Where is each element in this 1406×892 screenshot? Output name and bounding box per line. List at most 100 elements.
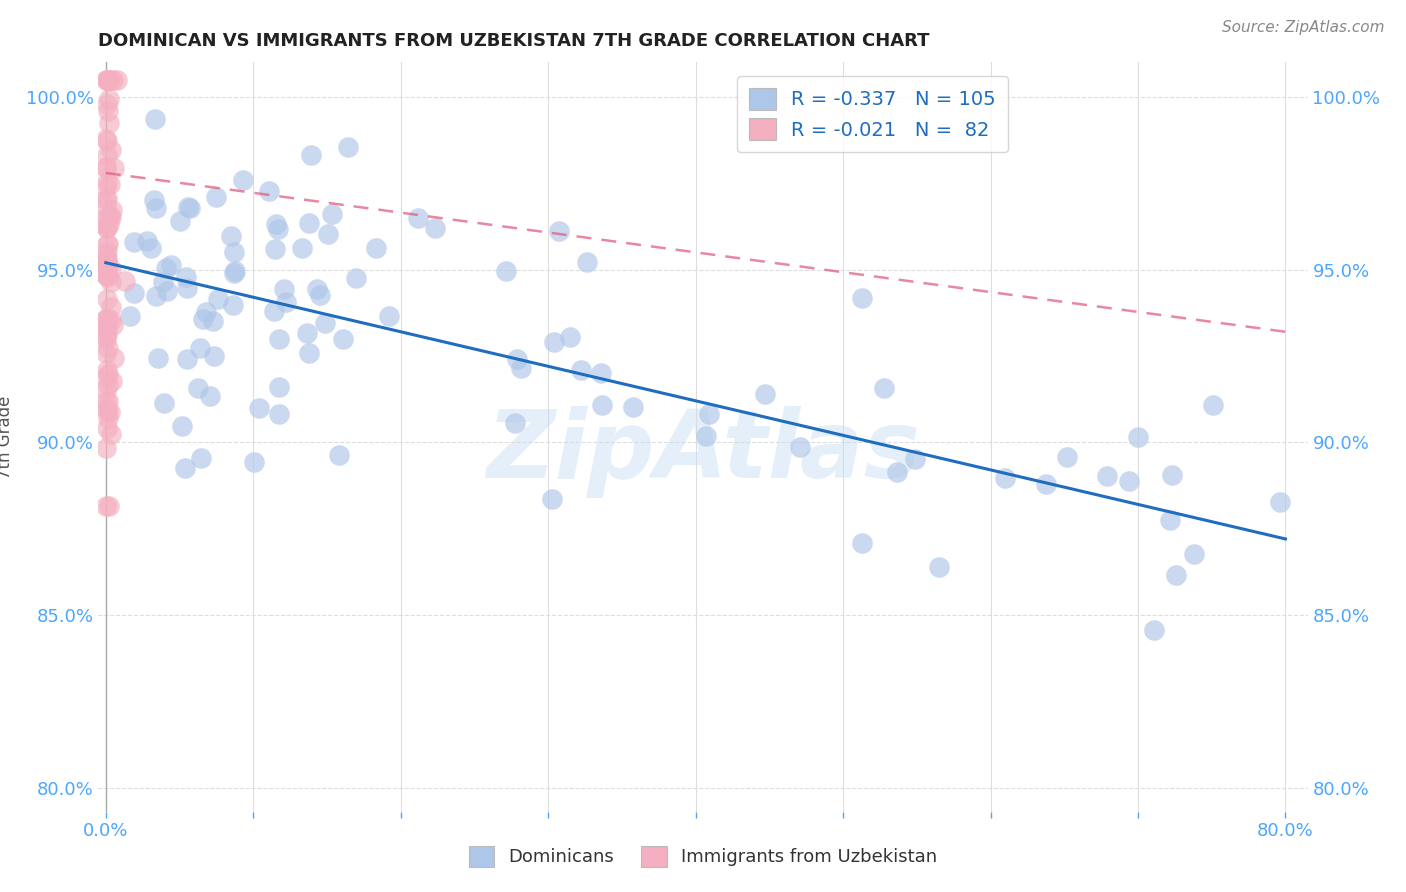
Point <box>1202 398 1225 412</box>
Point <box>195 305 218 319</box>
Point <box>1095 469 1118 483</box>
Point <box>96 404 118 418</box>
Point <box>337 139 360 153</box>
Point <box>1182 548 1205 562</box>
Point <box>187 381 209 395</box>
Point <box>263 242 285 256</box>
Point <box>190 451 212 466</box>
Point <box>198 389 221 403</box>
Point <box>96 254 118 268</box>
Point <box>124 286 146 301</box>
Point <box>139 241 162 255</box>
Point <box>94 199 117 213</box>
Point <box>96 220 118 235</box>
Point <box>94 318 117 332</box>
Point <box>1159 512 1181 526</box>
Point <box>135 235 157 249</box>
Point <box>1128 430 1150 444</box>
Point <box>100 405 122 419</box>
Point <box>309 287 332 301</box>
Point <box>695 429 717 443</box>
Point <box>96 161 118 176</box>
Point <box>886 465 908 479</box>
Point <box>332 332 354 346</box>
Point <box>114 274 136 288</box>
Point <box>97 411 120 425</box>
Point <box>97 237 120 252</box>
Point <box>96 244 118 259</box>
Point <box>247 401 270 416</box>
Point <box>103 161 125 175</box>
Point <box>97 499 120 513</box>
Y-axis label: 7th Grade: 7th Grade <box>0 395 14 479</box>
Point <box>100 262 122 277</box>
Point <box>96 321 118 335</box>
Point <box>152 395 174 409</box>
Text: Source: ZipAtlas.com: Source: ZipAtlas.com <box>1222 20 1385 35</box>
Point <box>94 160 117 174</box>
Point <box>547 224 569 238</box>
Point <box>152 275 174 289</box>
Point <box>263 304 285 318</box>
Point <box>97 377 120 392</box>
Point <box>298 216 321 230</box>
Point <box>98 217 121 231</box>
Point <box>100 374 122 388</box>
Point <box>96 292 118 306</box>
Point <box>143 112 166 126</box>
Point <box>994 470 1017 484</box>
Point <box>851 292 873 306</box>
Point <box>143 194 166 208</box>
Point <box>148 351 170 366</box>
Point <box>96 421 118 435</box>
Point <box>100 211 122 225</box>
Point <box>100 143 122 157</box>
Point <box>177 201 200 215</box>
Point <box>541 491 564 506</box>
Text: DOMINICAN VS IMMIGRANTS FROM UZBEKISTAN 7TH GRADE CORRELATION CHART: DOMINICAN VS IMMIGRANTS FROM UZBEKISTAN … <box>98 32 929 50</box>
Point <box>96 191 118 205</box>
Point <box>344 271 367 285</box>
Point <box>219 228 242 243</box>
Point <box>97 341 120 355</box>
Point <box>1035 477 1057 491</box>
Point <box>96 221 118 235</box>
Point <box>297 345 319 359</box>
Point <box>94 369 117 384</box>
Point <box>191 312 214 326</box>
Point <box>94 253 117 268</box>
Point <box>94 72 117 87</box>
Point <box>96 260 118 275</box>
Point <box>423 220 446 235</box>
Point <box>321 207 343 221</box>
Point <box>105 72 128 87</box>
Point <box>155 285 177 299</box>
Point <box>96 326 118 341</box>
Point <box>100 427 122 442</box>
Point <box>366 241 388 255</box>
Point <box>94 219 117 234</box>
Point <box>96 268 118 282</box>
Point <box>495 264 517 278</box>
Point <box>314 316 336 330</box>
Point <box>96 96 118 111</box>
Point <box>94 500 117 514</box>
Point <box>94 441 117 455</box>
Point <box>904 451 927 466</box>
Point <box>124 235 146 249</box>
Point <box>170 418 193 433</box>
Point <box>295 326 318 340</box>
Point <box>543 334 565 349</box>
Point <box>506 352 529 367</box>
Point <box>96 249 118 263</box>
Point <box>103 351 125 366</box>
Point <box>94 268 117 282</box>
Point <box>96 401 118 416</box>
Point <box>257 184 280 198</box>
Point <box>232 172 254 186</box>
Point <box>1160 468 1182 483</box>
Text: ZipAtlas: ZipAtlas <box>486 406 920 498</box>
Point <box>1142 623 1164 637</box>
Point <box>754 387 776 401</box>
Point <box>174 460 197 475</box>
